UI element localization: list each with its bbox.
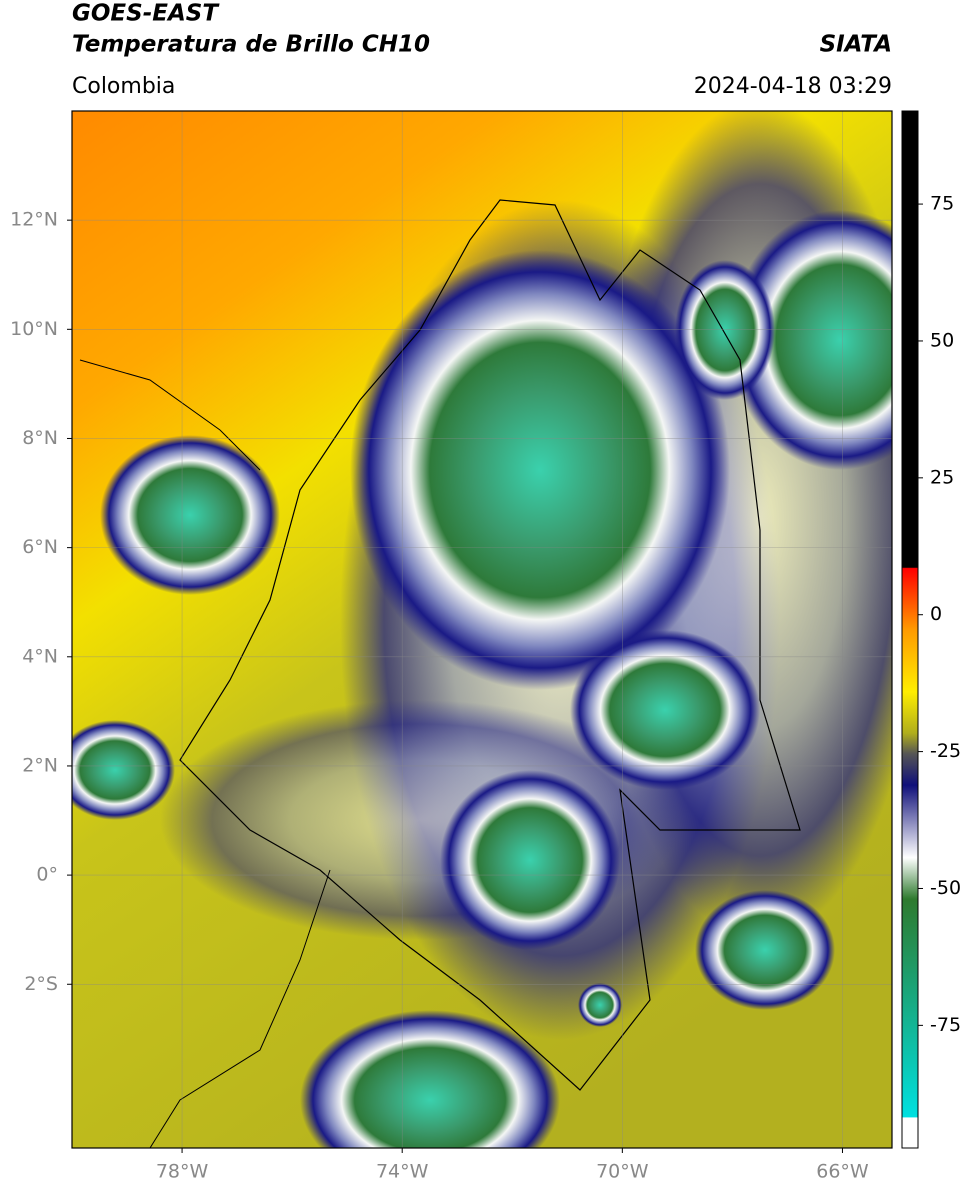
x-tick-label: 74°W bbox=[376, 1161, 429, 1183]
colorbar bbox=[901, 110, 919, 1149]
colorbar-tick-label: -50 bbox=[930, 877, 961, 899]
colorbar-tick-label: 75 bbox=[930, 193, 954, 215]
y-tick-label: 4°N bbox=[22, 645, 58, 667]
title: GOES-EAST bbox=[72, 1, 220, 27]
y-tick-label: 2°S bbox=[24, 973, 58, 995]
x-tick-label: 66°W bbox=[816, 1161, 869, 1183]
y-tick-label: 0° bbox=[36, 864, 58, 886]
imagery bbox=[72, 111, 892, 1148]
map-frame bbox=[71, 110, 893, 1149]
y-tick-label: 6°N bbox=[22, 536, 58, 558]
colorbar-tick-label: 0 bbox=[930, 603, 942, 625]
region: Colombia bbox=[72, 74, 175, 99]
subtitle: Temperatura de Brillo CH10 bbox=[72, 32, 430, 58]
y-tick-label: 2°N bbox=[22, 754, 58, 776]
y-tick-label: 8°N bbox=[22, 427, 58, 449]
y-tick-label: 10°N bbox=[10, 318, 58, 340]
source: SIATA bbox=[820, 32, 892, 58]
colorbar-tick-label: -75 bbox=[930, 1014, 961, 1036]
grid bbox=[67, 111, 892, 1153]
x-tick-label: 70°W bbox=[596, 1161, 649, 1183]
datetime: 2024-04-18 03:29 bbox=[694, 74, 892, 99]
colorbar-tick-label: 25 bbox=[930, 466, 954, 488]
y-tick-label: 12°N bbox=[10, 209, 58, 231]
colorbar-tick-label: -25 bbox=[930, 740, 961, 762]
x-tick-label: 78°W bbox=[156, 1161, 209, 1183]
colorbar-tick-label: 50 bbox=[930, 329, 954, 351]
